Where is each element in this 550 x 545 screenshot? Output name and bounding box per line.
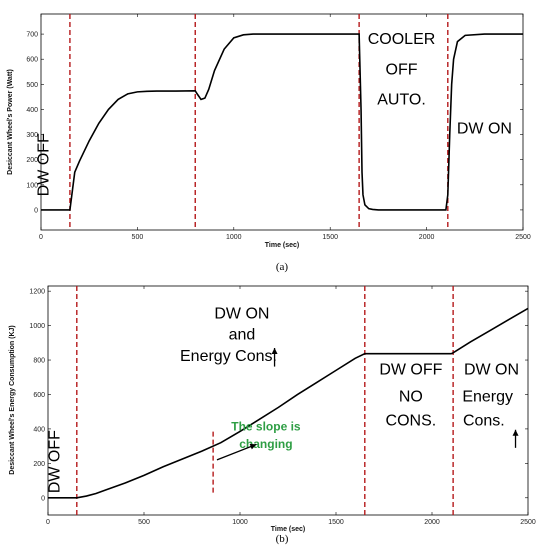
panel-a-annotation: AUTO. (377, 91, 426, 108)
panel-b-x-tick-label: 2500 (520, 519, 536, 526)
panel-a-power-line (41, 33, 523, 211)
panel-b-arrow-head (512, 429, 519, 436)
panel-a-x-tick-label: 2500 (515, 234, 531, 241)
panel-b-y-tick-label: 1000 (29, 323, 45, 330)
panel-a-plot-frame (40, 13, 524, 231)
panel-b-y-tick-label: 1200 (29, 289, 45, 296)
panel-a-annotation: COOLER (368, 31, 436, 48)
panel-b-arrow-head (249, 443, 257, 450)
panel-b-annotation: Cons. (463, 412, 505, 429)
panel-a-y-tick-label: 200 (26, 157, 38, 164)
panel-b-arrow-head (271, 347, 278, 354)
panel-a-x-tick-label: 0 (39, 234, 43, 241)
panel-b-annotation: DW ON (214, 306, 269, 323)
panel-a-annotation: DW ON (457, 120, 512, 137)
panel-b-y-tick-label: 600 (33, 392, 45, 399)
panel-a-y-tick-label: 400 (26, 107, 38, 114)
panel-a-y-axis-label: Desiccant Wheel's Power (Watt) (7, 69, 14, 175)
panel-b-x-axis-label: Time (sec) (271, 526, 306, 533)
panel-a-y-tick-label: 500 (26, 82, 38, 89)
panel-a-y-tick-label: 600 (26, 57, 38, 64)
panel-a-x-tick-label: 500 (132, 234, 144, 241)
panel-b-annotation: NO (399, 388, 423, 405)
panel-b-annotation: DW OFF (47, 430, 64, 493)
panel-b-y-tick-label: 800 (33, 358, 45, 365)
panel-a-label: (a) (276, 261, 289, 273)
panel-b-y-tick-label: 400 (33, 426, 45, 433)
panel-b-y-tick-label: 200 (33, 461, 45, 468)
panel-b-annotations: DW OFF DW ON and Energy Cons. DW OFF NO CONS. D… (47, 306, 520, 493)
panel-b-annotation: Energy Cons. (180, 348, 277, 365)
panel-a-y-tick-label: 100 (26, 182, 38, 189)
panel-b-vlines (76, 286, 454, 515)
panel-b-label: (b) (276, 533, 289, 545)
panel-b-slope-note-line1: The slope is (231, 420, 301, 434)
panel-b-x-tick-label: 1500 (328, 519, 344, 526)
panel-b-x-tick-label: 2000 (424, 519, 440, 526)
panel-b-annotation: Energy (462, 388, 513, 405)
panel-b-x-tick-label: 500 (138, 519, 150, 526)
panel-b-ticks: 0 500 1000 1500 2000 2500 0 200 400 600 800 1000 120… (29, 286, 536, 526)
panel-a-x-tick-label: 1500 (322, 234, 338, 241)
panel-a-annotation: DW OFF (36, 133, 53, 196)
panel-a-x-tick-label: 1000 (226, 234, 242, 241)
panel-b-plot-frame (47, 285, 529, 516)
panel-b-x-tick-label: 0 (46, 519, 50, 526)
panel-a-annotation: OFF (386, 61, 418, 78)
panel-a-y-tick-label: 0 (34, 207, 38, 214)
panel-b-x-tick-label: 1000 (232, 519, 248, 526)
panel-b: 0 500 1000 1500 2000 2500 0 200 400 600 800 1000 120… (9, 285, 536, 545)
panel-b-annotation: and (229, 326, 256, 343)
panel-b-slope-note-line2: changing (239, 437, 292, 451)
panel-a-y-tick-label: 300 (26, 132, 38, 139)
panel-b-annotation: CONS. (386, 412, 437, 429)
panel-b-arrow-shaft (216, 443, 257, 461)
panel-a: 0 500 1000 1500 2000 2500 0 100 200 300 400 500 600 7… (7, 13, 531, 273)
panel-a-ticks: 0 500 1000 1500 2000 2500 0 100 200 300 400 500 600 7… (26, 14, 531, 241)
panel-a-x-axis-label: Time (sec) (265, 242, 300, 249)
panel-b-annotation: DW ON (464, 362, 519, 379)
panel-a-x-tick-label: 2000 (419, 234, 435, 241)
panel-a-y-tick-label: 700 (26, 32, 38, 39)
panel-b-y-axis-label: Desiccant Wheel's Energy Consumption (KJ… (9, 325, 16, 474)
panel-b-annotation: DW OFF (379, 362, 442, 379)
panel-b-y-tick-label: 0 (41, 495, 45, 502)
panel-b-energy-line (48, 307, 529, 499)
